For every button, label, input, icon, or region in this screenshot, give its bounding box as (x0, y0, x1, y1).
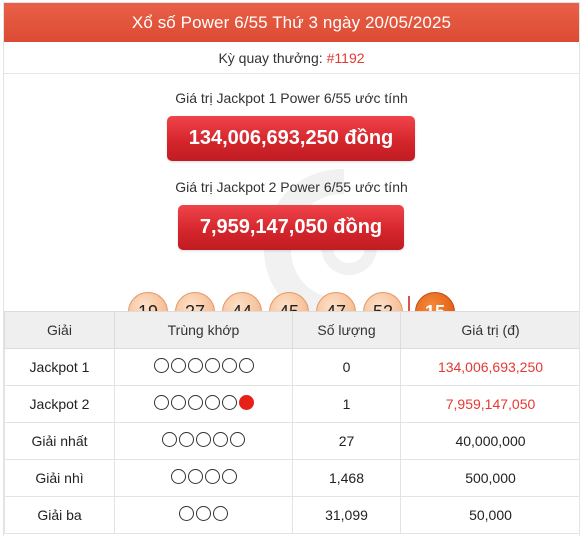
prize-value: 50,000 (400, 496, 579, 534)
match-circle-icon (204, 358, 220, 373)
match-circle-icon (196, 432, 211, 447)
match-circles (153, 358, 254, 373)
table-row: Jackpot 1 0 134,006,693,250 (4, 348, 579, 386)
match-circle-icon (187, 395, 203, 410)
table-header-row: Giải Trùng khớp Số lượng Giá trị (đ) (4, 311, 579, 349)
prize-value: 500,000 (400, 459, 579, 497)
match-indicator (114, 385, 293, 423)
match-circle-icon (204, 469, 220, 484)
winner-quantity: 1,468 (292, 459, 401, 497)
match-circle-icon (238, 358, 254, 373)
power-match-circle-icon (238, 395, 254, 410)
jackpot1-value: 134,006,693,250 đồng (167, 116, 415, 161)
match-circle-icon (179, 432, 194, 447)
match-circle-icon (213, 506, 228, 521)
table-row: Jackpot 2 1 7,959,147,050 (4, 385, 579, 423)
column-header-quantity: Số lượng (292, 311, 401, 349)
match-circle-icon (187, 358, 203, 373)
match-circle-icon (170, 469, 186, 484)
match-circle-icon (187, 469, 203, 484)
draw-info: Kỳ quay thưởng: #1192 (4, 42, 579, 74)
table-row: Giải ba 31,099 50,000 (4, 496, 579, 534)
jackpot1-label: Giá trị Jackpot 1 Power 6/55 ước tính (175, 90, 408, 106)
winner-quantity: 27 (292, 422, 401, 460)
results-card: Xổ số Power 6/55 Thứ 3 ngày 20/05/2025 K… (3, 2, 580, 536)
draw-label: Kỳ quay thưởng: (218, 49, 323, 66)
prize-value: 40,000,000 (400, 422, 579, 460)
match-circle-icon (179, 506, 194, 521)
jackpot-area: Giá trị Jackpot 1 Power 6/55 ước tính 13… (4, 74, 579, 344)
prize-name: Giải ba (4, 496, 115, 534)
table-row: Giải nhất 27 40,000,000 (4, 422, 579, 460)
winner-quantity: 0 (292, 348, 401, 386)
match-circle-icon (162, 432, 177, 447)
prize-name: Giải nhất (4, 422, 115, 460)
results-title: Xổ số Power 6/55 Thứ 3 ngày 20/05/2025 (131, 12, 452, 32)
column-header-value: Giá trị (đ) (400, 311, 579, 349)
match-circles (170, 469, 237, 484)
prize-table-body: Jackpot 1 0 134,006,693,250 Jackpot 2 1 7,959… (4, 348, 579, 534)
match-circles (179, 506, 228, 521)
match-circle-icon (221, 358, 237, 373)
match-circle-icon (170, 395, 186, 410)
match-circle-icon (221, 395, 237, 410)
match-indicator (114, 459, 293, 497)
match-circle-icon (196, 506, 211, 521)
table-row: Giải nhì 1,468 500,000 (4, 459, 579, 497)
match-circles (162, 432, 245, 447)
prize-value: 134,006,693,250 (400, 348, 579, 386)
match-circle-icon (221, 469, 237, 484)
match-circle-icon (153, 395, 169, 410)
match-circles (153, 395, 254, 410)
match-indicator (114, 496, 293, 534)
winner-quantity: 31,099 (292, 496, 401, 534)
match-indicator (114, 422, 293, 460)
prize-name: Jackpot 2 (4, 385, 115, 423)
prize-name: Giải nhì (4, 459, 115, 497)
jackpot2-value: 7,959,147,050 đồng (178, 205, 404, 250)
prize-name: Jackpot 1 (4, 348, 115, 386)
match-circle-icon (170, 358, 186, 373)
jackpot2-label: Giá trị Jackpot 2 Power 6/55 ước tính (175, 179, 408, 195)
column-header-match: Trùng khớp (114, 311, 293, 349)
column-header-prize: Giải (4, 311, 115, 349)
match-circle-icon (230, 432, 245, 447)
winner-quantity: 1 (292, 385, 401, 423)
prize-value: 7,959,147,050 (400, 385, 579, 423)
draw-number[interactable]: #1192 (326, 49, 365, 66)
prize-table: Giải Trùng khớp Số lượng Giá trị (đ) Jac… (4, 311, 579, 534)
match-indicator (114, 348, 293, 386)
results-header: Xổ số Power 6/55 Thứ 3 ngày 20/05/2025 (4, 3, 579, 42)
match-circle-icon (153, 358, 169, 373)
match-circle-icon (204, 395, 220, 410)
match-circle-icon (213, 432, 228, 447)
